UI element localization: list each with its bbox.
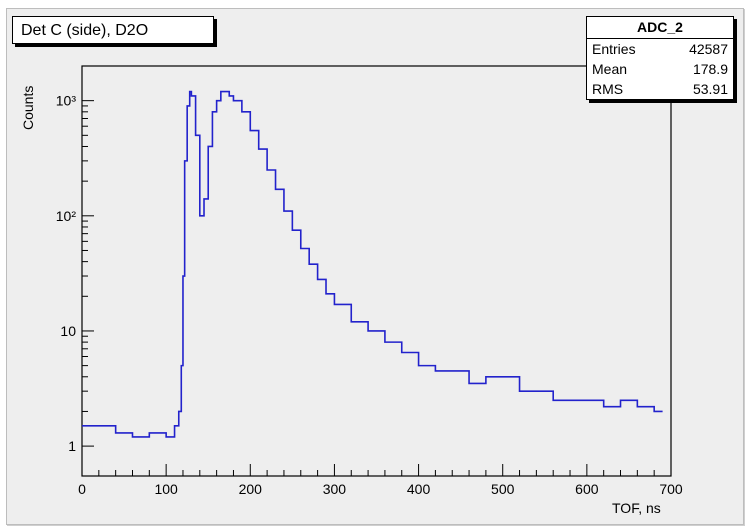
stats-value: 42587 xyxy=(689,41,728,57)
stats-label: RMS xyxy=(592,81,624,97)
histogram-line xyxy=(82,90,663,438)
stats-box: ADC_2 Entries 42587 Mean 178.9 RMS 53.91 xyxy=(586,16,734,100)
x-tick-label: 400 xyxy=(407,481,431,497)
x-tick-label: 300 xyxy=(323,481,347,497)
y-tick-label: 1 xyxy=(68,438,76,454)
axis-ticks xyxy=(81,65,672,476)
x-tick-label: 200 xyxy=(239,481,263,497)
y-tick-label: 10³ xyxy=(56,93,77,109)
x-tick-label: 0 xyxy=(78,481,86,497)
stats-value: 178.9 xyxy=(692,61,728,77)
stats-value: 53.91 xyxy=(692,81,728,97)
tick-labels: 0 100 200 300 400 500 600 700 1 10 10² 10³ xyxy=(56,93,683,497)
x-tick-label: 100 xyxy=(154,481,178,497)
y-axis-label: Counts xyxy=(20,85,36,130)
x-tick-label: 700 xyxy=(659,481,683,497)
stats-row-entries: Entries 42587 xyxy=(587,39,733,59)
y-tick-label: 10² xyxy=(56,208,77,224)
y-tick-label: 10 xyxy=(60,323,76,339)
stats-name: ADC_2 xyxy=(587,17,733,39)
stats-label: Mean xyxy=(592,61,628,77)
stats-row-mean: Mean 178.9 xyxy=(587,59,733,79)
histogram-title: Det C (side), D2O xyxy=(12,16,214,44)
stats-label: Entries xyxy=(592,41,636,57)
plot-frame xyxy=(81,65,672,477)
x-tick-label: 600 xyxy=(575,481,599,497)
x-axis-label: TOF, ns xyxy=(612,500,661,516)
stats-row-rms: RMS 53.91 xyxy=(587,79,733,99)
histogram-title-text: Det C (side), D2O xyxy=(21,22,149,39)
x-tick-label: 500 xyxy=(491,481,515,497)
